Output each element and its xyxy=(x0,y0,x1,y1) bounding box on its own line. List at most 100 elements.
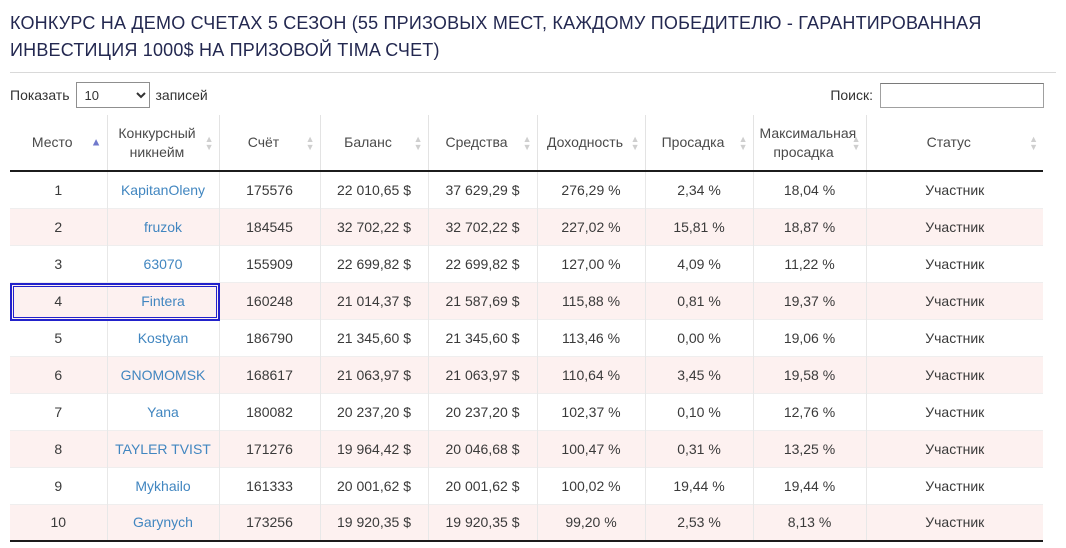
page-length-select[interactable]: 10 xyxy=(75,82,150,108)
cell-account: 184545 xyxy=(219,208,321,245)
nickname-link[interactable]: GNOMOMSK xyxy=(120,366,206,383)
cell-status: Участник xyxy=(925,292,985,309)
cell-max_drawdown: 8,13 % xyxy=(753,504,867,541)
nickname-link[interactable]: fruzok xyxy=(143,218,183,235)
cell-account: 171276 xyxy=(219,430,321,467)
sort-toggle-icon: ▲ ▼ xyxy=(1029,133,1038,152)
column-header-profitability[interactable]: Доходность ▲ ▼ xyxy=(537,115,646,172)
cell-status: Участник xyxy=(925,403,985,420)
page-length-control: Показать 10 записей xyxy=(10,82,208,108)
cell-profitability: 127,00 % xyxy=(537,245,646,282)
cell-place: 4 xyxy=(10,282,108,319)
cell-balance: 22 699,82 $ xyxy=(320,245,429,282)
cell-place: 2 xyxy=(10,208,108,245)
column-header-max_drawdown[interactable]: Максимальная просадка ▲ ▼ xyxy=(753,115,867,172)
nickname-link[interactable]: Mykhailo xyxy=(135,477,191,494)
nickname-link[interactable]: 63070 xyxy=(143,255,183,272)
cell-profitability: 276,29 % xyxy=(537,171,646,208)
cell-nickname: Yana xyxy=(107,393,220,430)
cell-funds: 22 699,82 $ xyxy=(428,245,538,282)
cell-profitability: 102,37 % xyxy=(537,393,646,430)
cell-max_drawdown: 12,76 % xyxy=(753,393,867,430)
cell-nickname: 63070 xyxy=(107,245,220,282)
cell-funds: 32 702,22 $ xyxy=(428,208,538,245)
cell-profitability: 110,64 % xyxy=(537,356,646,393)
cell-drawdown: 2,53 % xyxy=(645,504,754,541)
cell-profitability: 99,20 % xyxy=(537,504,646,541)
sort-toggle-icon: ▲ ▼ xyxy=(738,133,748,152)
column-header-balance[interactable]: Баланс ▲ ▼ xyxy=(320,115,429,172)
page-title: КОНКУРС НА ДЕМО СЧЕТАХ 5 СЕЗОН (55 ПРИЗО… xyxy=(10,13,982,60)
cell-place: 8 xyxy=(10,430,108,467)
cell-place: 6 xyxy=(10,356,108,393)
column-header-label: Счёт xyxy=(247,134,280,150)
cell-max_drawdown: 19,06 % xyxy=(753,319,867,356)
cell-profitability: 113,46 % xyxy=(537,319,646,356)
cell-status: Участник xyxy=(925,440,985,457)
table-row: 3 63070 155909 22 699,82 $22 699,82 $127,00… xyxy=(10,245,1043,282)
column-header-status[interactable]: Статус ▲ ▼ xyxy=(866,115,1043,172)
cell-profitability: 227,02 % xyxy=(537,208,646,245)
cell-nickname: Garynych xyxy=(107,504,220,541)
cell-balance: 21 063,97 $ xyxy=(320,356,429,393)
search-control: Поиск: xyxy=(830,82,1044,108)
cell-drawdown: 15,81 % xyxy=(645,208,754,245)
cell-max_drawdown: 19,37 % xyxy=(753,282,867,319)
cell-nickname: Kostyan xyxy=(107,319,220,356)
cell-account: 168617 xyxy=(219,356,321,393)
cell-status: Участник xyxy=(925,514,985,531)
table-row: 8 TAYLER TVIST 171276 19 964,42 $20 046,68 … xyxy=(10,430,1043,467)
nickname-link[interactable]: Yana xyxy=(147,403,179,420)
sort-toggle-icon: ▲ ▼ xyxy=(305,133,315,152)
cell-balance: 32 702,22 $ xyxy=(320,208,429,245)
cell-max_drawdown: 18,87 % xyxy=(753,208,867,245)
cell-balance: 22 010,65 $ xyxy=(320,171,429,208)
nickname-link[interactable]: KapitanOleny xyxy=(120,181,206,198)
cell-place: 10 xyxy=(10,504,108,541)
column-header-label: Статус xyxy=(926,134,971,150)
cell-max_drawdown: 13,25 % xyxy=(753,430,867,467)
cell-nickname: Mykhailo xyxy=(107,467,220,504)
nickname-link[interactable]: Kostyan xyxy=(137,329,189,346)
cell-profitability: 100,02 % xyxy=(537,467,646,504)
table-row: 9 Mykhailo 161333 20 001,62 $20 001,62 $100… xyxy=(10,467,1043,504)
nickname-link[interactable]: Garynych xyxy=(133,514,193,531)
search-input[interactable] xyxy=(880,82,1044,108)
column-header-drawdown[interactable]: Просадка ▲ ▼ xyxy=(645,115,754,172)
sort-toggle-icon: ▲ ▼ xyxy=(413,133,423,152)
cell-account: 173256 xyxy=(219,504,321,541)
cell-funds: 19 920,35 $ xyxy=(428,504,538,541)
cell-drawdown: 2,34 % xyxy=(645,171,754,208)
cell-nickname: GNOMOMSK xyxy=(107,356,220,393)
table-row: 2 fruzok 184545 32 702,22 $32 702,22 $227,0… xyxy=(10,208,1043,245)
column-header-label: Баланс xyxy=(344,134,392,150)
column-header-funds[interactable]: Средства ▲ ▼ xyxy=(428,115,538,172)
cell-balance: 19 920,35 $ xyxy=(320,504,429,541)
show-label: Показать xyxy=(10,87,70,103)
cell-status: Участник xyxy=(925,255,985,272)
cell-place: 1 xyxy=(10,171,108,208)
table-controls: Показать 10 записей Поиск: xyxy=(10,82,1056,108)
divider xyxy=(10,72,1056,73)
nickname-link[interactable]: Fintera xyxy=(141,292,185,309)
cell-funds: 21 345,60 $ xyxy=(428,319,538,356)
cell-max_drawdown: 19,58 % xyxy=(753,356,867,393)
table-row: 1 KapitanOleny 175576 22 010,65 $37 629,29 … xyxy=(10,171,1043,208)
column-header-place[interactable]: Место ▲ xyxy=(10,115,108,172)
cell-funds: 20 046,68 $ xyxy=(428,430,538,467)
cell-drawdown: 4,09 % xyxy=(645,245,754,282)
cell-funds: 20 237,20 $ xyxy=(428,393,538,430)
column-header-nickname[interactable]: Конкурсный никнейм ▲ ▼ xyxy=(107,115,220,172)
cell-drawdown: 0,10 % xyxy=(645,393,754,430)
column-header-label: Средства xyxy=(445,134,508,150)
cell-funds: 37 629,29 $ xyxy=(428,171,538,208)
column-header-account[interactable]: Счёт ▲ ▼ xyxy=(219,115,321,172)
cell-account: 155909 xyxy=(219,245,321,282)
table-header-row: Место ▲ Конкурсный никнейм ▲ ▼ Счёт ▲ ▼ Баланс ▲ ▼… xyxy=(10,115,1043,172)
cell-profitability: 115,88 % xyxy=(537,282,646,319)
cell-place: 3 xyxy=(10,245,108,282)
nickname-link[interactable]: TAYLER TVIST xyxy=(115,440,211,457)
sort-toggle-icon: ▲ ▼ xyxy=(522,133,532,152)
sort-toggle-icon: ▲ ▼ xyxy=(851,133,861,152)
